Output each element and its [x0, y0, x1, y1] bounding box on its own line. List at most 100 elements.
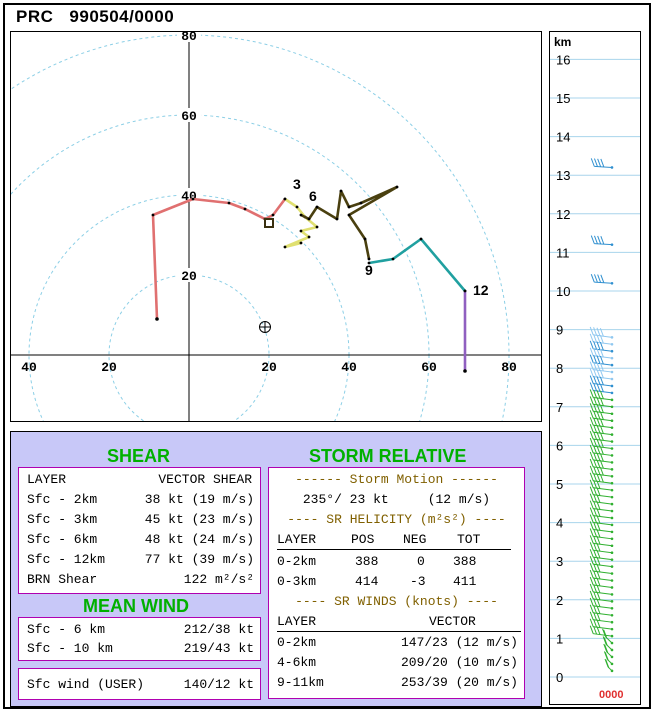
helicity-header-layer: LAYER	[277, 532, 317, 547]
wind-barb-tick	[589, 528, 594, 537]
wind-barb-tick	[599, 390, 604, 399]
wind-barb-dot	[610, 648, 614, 652]
wind-barb-tick	[599, 369, 604, 379]
wind-barb-tick	[593, 591, 598, 600]
wind-barb-tick	[596, 348, 601, 357]
wind-barb-tick	[596, 522, 601, 531]
wind-barb-tick	[593, 605, 598, 614]
wind-barb-tick	[589, 333, 594, 343]
wind-barb-dot	[610, 342, 614, 346]
wind-barb-tick	[589, 451, 594, 461]
wind-barb-tick	[593, 556, 598, 565]
helicity-row-tot: 388	[453, 554, 477, 569]
hodograph-point	[367, 257, 371, 261]
wind-barb-tick	[596, 563, 601, 573]
helicity-header-neg: NEG	[403, 532, 427, 547]
helicity-row-pos: 414	[355, 574, 379, 589]
end-dot	[463, 369, 467, 373]
wind-barb-tick	[590, 274, 595, 283]
wind-barb-tick	[593, 480, 598, 489]
wind-barb-tick	[603, 637, 608, 646]
height-tick-label: 2	[556, 593, 563, 608]
wind-barb-tick	[597, 158, 602, 167]
sr-winds-row-layer: 0-2km	[277, 635, 317, 650]
brn-shear-label: BRN Shear	[27, 572, 98, 587]
wind-barb-dot	[610, 537, 614, 541]
wind-barb-tick	[589, 465, 594, 475]
wind-barb-tick	[593, 493, 598, 503]
wind-barb-tick	[593, 459, 598, 468]
wind-barb-dot	[610, 440, 614, 443]
wind-barb-tick	[599, 425, 604, 434]
height-tick-label: 0	[556, 670, 563, 685]
wind-barb-tick	[589, 389, 594, 398]
hodograph-point	[299, 213, 303, 217]
x-tick-label: 60	[421, 360, 437, 375]
wind-barb-dot	[610, 620, 614, 624]
hodograph-point	[151, 213, 155, 217]
mean-wind-row-value: 219/43 kt	[183, 641, 254, 656]
wind-barb-tick	[599, 460, 604, 469]
wind-barb-tick	[599, 432, 604, 441]
wind-barb-tick	[596, 529, 601, 538]
helicity-row-layer: 0-3km	[277, 574, 317, 589]
wind-barb-staff	[593, 501, 613, 505]
wind-barb-tick	[593, 563, 598, 572]
wind-barb-tick	[589, 458, 594, 468]
wind-barb-dot	[610, 363, 614, 367]
height-tick-label: 8	[556, 361, 563, 376]
hodograph-point	[191, 197, 195, 201]
wind-barb-tick	[596, 515, 601, 524]
hodograph-point	[227, 201, 231, 205]
wind-barb-tick	[596, 570, 601, 580]
wind-barb-dot	[610, 495, 614, 499]
wind-barb-tick	[593, 473, 598, 482]
wind-barb-staff	[593, 542, 613, 547]
station-id: PRC	[16, 7, 54, 26]
height-label: 9	[365, 262, 373, 278]
profile-footer-label: 0000	[599, 689, 623, 701]
wind-barb-tick	[589, 403, 594, 412]
wind-barb-tick	[589, 493, 594, 502]
wind-barb-staff	[593, 508, 613, 512]
sr-winds-row-vector: 147/23 (12 m/s)	[400, 635, 518, 650]
hodograph-point	[307, 235, 311, 239]
wind-barb-staff	[593, 619, 613, 623]
wind-barb-tick	[599, 348, 604, 358]
hodograph-point	[419, 237, 423, 241]
hodograph-point	[243, 207, 247, 211]
hodograph-segment	[368, 237, 466, 292]
wind-barb-dot	[610, 600, 614, 603]
sr-winds-title: ---- SR WINDS (knots) ----	[295, 594, 498, 609]
wind-barb-tick	[593, 486, 598, 496]
y-tick-label: 20	[181, 269, 197, 284]
sr-winds-header-vector: VECTOR	[429, 614, 476, 629]
sfc-wind-value: 140/12 kt	[183, 677, 254, 692]
wind-barb-tick	[602, 636, 607, 645]
helicity-title: ---- SR HELICITY (m²s²) ----	[287, 512, 506, 527]
storm-relative-box: ------ Storm Motion ------ 235°/ 23 kt (…	[268, 467, 525, 699]
wind-barb-tick	[597, 274, 602, 283]
hodograph-point	[363, 237, 367, 241]
wind-barb-dot	[610, 627, 614, 631]
height-tick-label: 3	[556, 554, 563, 569]
wind-barb-tick	[603, 643, 608, 653]
wind-barb-tick	[589, 597, 594, 607]
wind-barb-dot	[610, 481, 614, 485]
helicity-row-tot: 411	[453, 574, 477, 589]
start-dot	[155, 317, 159, 321]
wind-barb-tick	[596, 341, 601, 350]
mean-wind-marker	[264, 218, 274, 228]
x-tick-label: 80	[501, 360, 517, 375]
wind-barb-staff	[593, 549, 613, 554]
height-tick-label: 6	[556, 438, 563, 453]
wind-barb-tick	[596, 431, 601, 441]
wind-barb-tick	[593, 452, 598, 461]
wind-barb-tick	[593, 375, 598, 385]
helicity-row-neg: 0	[417, 554, 425, 569]
wind-barb-tick	[596, 612, 601, 621]
wind-barb-dot	[610, 565, 614, 568]
wind-barb-tick	[589, 354, 594, 363]
wind-barb-tick	[600, 274, 605, 283]
wind-barb-tick	[604, 652, 609, 661]
